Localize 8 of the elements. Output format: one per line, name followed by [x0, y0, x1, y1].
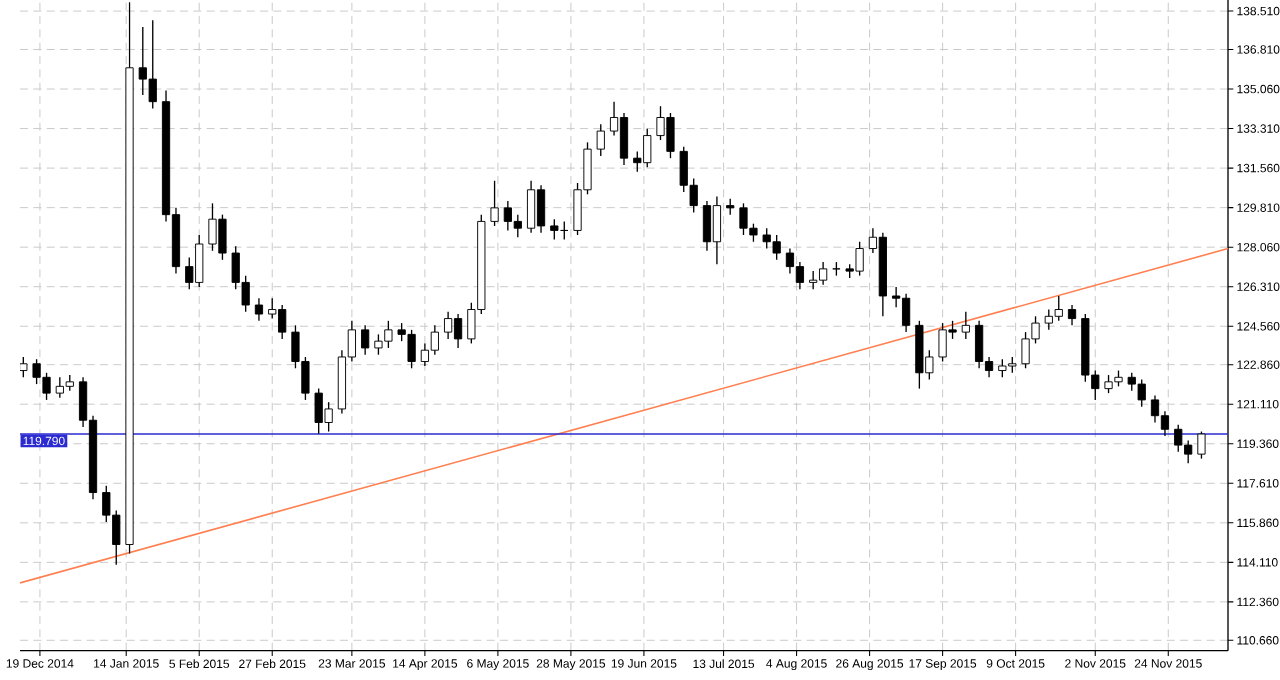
candlestick: [1197, 430, 1206, 460]
candlestick: [490, 180, 499, 227]
candlestick: [1067, 304, 1077, 327]
candlestick: [961, 311, 970, 340]
candlestick: [20, 356, 28, 378]
candlestick: [596, 123, 605, 157]
candlestick: [361, 324, 370, 356]
candlestick: [254, 297, 264, 322]
